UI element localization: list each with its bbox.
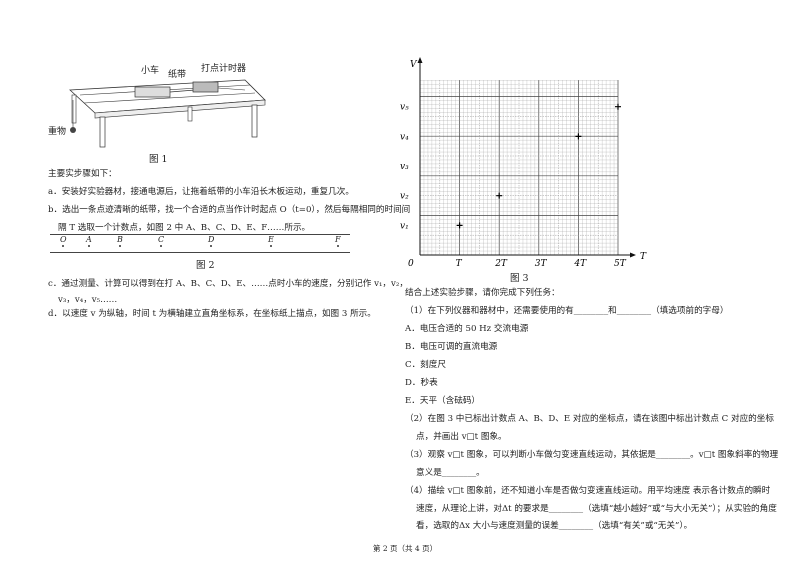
origin-label: 0: [408, 259, 414, 269]
question-4-cont: 速度，从理论上讲，对Δt 的要求是________（选填“越小越好”或“与大小无…: [416, 504, 777, 514]
timer-label: 打点计时器: [201, 64, 247, 74]
y-axis-label: V: [410, 60, 418, 70]
question-4-cont2: 看，选取的Δx 大小与速度测量的误差________（选填“有关”或“无关”）。: [416, 521, 693, 531]
figure2-caption: 图 2: [196, 260, 215, 271]
tape-dot: [270, 245, 272, 247]
tape-dot: [119, 245, 121, 247]
step-c: c．通过测量、计算可以得到在打 A、B、C、D、E、……点时小车的速度，分别记作…: [48, 279, 408, 289]
questions-intro: 结合上述实验步骤，请你完成下列任务：: [405, 288, 560, 298]
question-2-cont: 点，并画出 v□t 图象。: [416, 432, 507, 442]
question-2: （2）在图 3 中已标出计数点 A、B、D、E 对应的坐标点，请在该图中标出计数…: [405, 414, 774, 424]
tape-point-C: C: [158, 235, 165, 244]
tape-label: 纸带: [168, 70, 187, 80]
question-3-cont: 意义是________。: [416, 468, 485, 478]
option-C: C．刻度尺: [405, 360, 446, 370]
figure3-caption: 图 3: [510, 273, 529, 284]
x-tick-label: T: [456, 259, 463, 269]
tape-dot: [160, 245, 162, 247]
tape-point-O: O: [60, 235, 67, 244]
step-c-cont: v₃，v₄，v₅……: [58, 295, 118, 305]
tape-point-B: B: [117, 235, 123, 244]
figure1-caption: 图 1: [149, 154, 168, 165]
data-point-A: [456, 222, 463, 229]
x-tick-label: 3T: [535, 259, 548, 269]
question-3: （3）观察 v□t 图象，可以判断小车做匀变速直线运动，其依据是________…: [405, 450, 779, 460]
data-point-D: [575, 133, 582, 140]
question-4: （4）描绘 v□t 图象前，还不知道小车是否做匀变速直线运动。用平均速度 表示各…: [405, 486, 771, 496]
x-tick-label: 5T: [614, 259, 627, 269]
figure1-apparatus: [69, 79, 266, 148]
step-b: b．选出一条点迹清晰的纸带，找一个合适的点当作计时起点 O（t=0），然后每隔相…: [48, 205, 411, 215]
option-E: E．天平（含砝码）: [405, 396, 481, 406]
y-tick-label: v₁: [400, 221, 409, 231]
x-axis-label: T: [640, 252, 647, 262]
y-axis-arrow: [417, 57, 423, 63]
tape-dot: [337, 245, 339, 247]
steps-intro: 主要实步骤如下：: [48, 169, 117, 179]
step-d: d．以速度 v 为纵轴，时间 t 为横轴建立直角坐标系，在坐标纸上描点，如图 3…: [48, 309, 376, 319]
option-B: B．电压可调的直流电源: [405, 342, 498, 352]
y-tick-label: v₂: [400, 192, 409, 202]
cart-label: 小车: [141, 66, 160, 76]
page-footer: 第 2 页（共 4 页）: [373, 544, 438, 553]
x-tick-label: 4T: [573, 259, 587, 269]
step-a: a．安装好实验器材，接通电源后，让拖着纸带的小车沿长木板运动，重复几次。: [48, 187, 354, 197]
paper-tape: [50, 234, 350, 253]
x-tick-label: 2T: [494, 259, 508, 269]
tape-point-D: D: [208, 235, 215, 244]
tape-point-E: E: [268, 235, 274, 244]
tape-dot: [62, 245, 64, 247]
question-1: （1）在下列仪器和器材中，还需要使用的有________和________（填选…: [405, 306, 729, 316]
option-D: D．秒表: [405, 378, 438, 388]
tape-point-F: F: [335, 235, 341, 244]
figure3-vt-chart: T V 0 T 2T 3T 4T 5T v₁ v₂ v₃ v₄ v₅: [400, 57, 647, 269]
weight-label: 重物: [48, 127, 67, 137]
y-tick-label: v₅: [400, 103, 409, 113]
tape-dot: [210, 245, 212, 247]
data-point-B: [496, 192, 503, 199]
step-b-cont: 隔 T 选取一个计数点，如图 2 中 A、B、C、D、E、F……所示。: [58, 223, 311, 233]
tape-point-A: A: [86, 235, 92, 244]
data-point-E: [615, 103, 621, 110]
x-axis-arrow: [630, 252, 636, 258]
tape-dot: [88, 245, 90, 247]
y-tick-label: v₄: [400, 132, 409, 142]
y-tick-label: v₃: [400, 162, 409, 172]
option-A: A．电压合适的 50 Hz 交流电源: [405, 324, 529, 334]
